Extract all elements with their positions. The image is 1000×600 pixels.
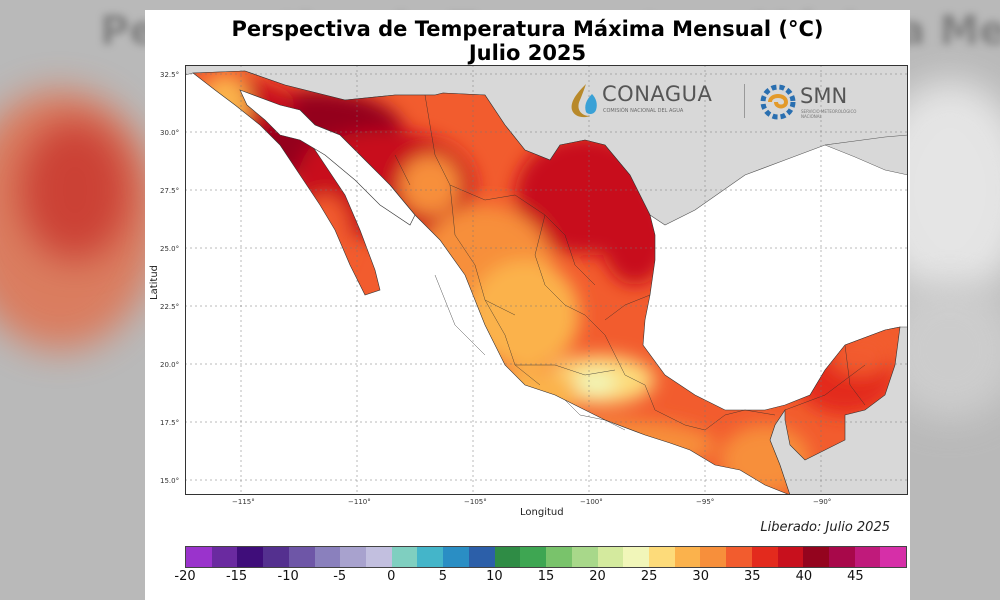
temperature-map (185, 65, 908, 495)
state-borders (394, 94, 866, 431)
colorbar-segment (211, 547, 238, 567)
colorbar-segment (366, 547, 392, 567)
colorbar-segment (288, 547, 315, 567)
logo-divider (744, 84, 745, 118)
colorbar-segment (597, 547, 624, 567)
lat-tick-label: 20.0° (160, 361, 180, 369)
lat-tick-label: 17.5° (160, 419, 180, 427)
colorbar-segment (777, 547, 804, 567)
colorbar-label: 5 (438, 569, 447, 584)
map-frame (185, 65, 908, 495)
lon-tick-label: −95° (696, 498, 715, 506)
colorbar-segment (546, 547, 572, 567)
colorbar-segment (880, 547, 907, 567)
lat-tick-label: 30.0° (160, 129, 180, 137)
colorbar-segment (417, 547, 444, 567)
colorbar-segment (854, 547, 881, 567)
colorbar-segment (468, 547, 495, 567)
map-svg (185, 65, 908, 495)
map-gridlines (185, 65, 908, 495)
colorbar-label: 10 (486, 569, 503, 584)
colorbar-segment (263, 547, 289, 567)
conagua-subtitle: COMISIÓN NACIONAL DEL AGUA (603, 108, 684, 114)
lon-tick-label: −100° (580, 498, 603, 506)
gulf-of-california (239, 89, 416, 226)
colorbar-segment (494, 547, 521, 567)
colorbar-label: -15 (225, 569, 248, 584)
colorbar-label: 35 (744, 569, 761, 584)
agency-logos: CONAGUA COMISIÓN NACIONAL DEL AGUA SMN S… (566, 80, 886, 124)
smn-wordmark: SMN (800, 84, 848, 108)
colorbar-segment (443, 547, 469, 567)
colorbar-segment (751, 547, 778, 567)
lon-tick-label: −90° (813, 498, 832, 506)
gulf-coast-land (824, 134, 908, 176)
x-axis-label: Longitud (520, 507, 564, 518)
lat-tick-label: 25.0° (160, 245, 180, 253)
colorbar-segment (237, 547, 264, 567)
lon-tick-label: −110° (348, 498, 371, 506)
colorbar-labels: -20 -15 -10 -5 0 5 10 15 20 25 30 35 40 45 (174, 569, 907, 587)
map-subtitle: Julio 2025 (468, 41, 587, 65)
lat-tick-label: 22.5° (160, 303, 180, 311)
lat-tick-label: 32.5° (160, 71, 180, 79)
colorbar-segment (340, 547, 367, 567)
colorbar-segment (700, 547, 727, 567)
conagua-wordmark: CONAGUA (602, 82, 713, 106)
colorbar-segment (674, 547, 701, 567)
colorbar-label: 20 (589, 569, 606, 584)
colorbar-segment (803, 547, 829, 567)
colorbar-segment (571, 547, 598, 567)
y-axis-label: Latitud (149, 264, 160, 300)
colorbar-label: 40 (795, 569, 813, 584)
conagua-drop-icon (571, 84, 597, 118)
colorbar-label: -20 (174, 569, 196, 584)
colorbar-label: 45 (847, 569, 864, 584)
colorbar-segment (648, 547, 675, 567)
colorbar-label: -5 (333, 569, 347, 584)
lat-tick-label: 27.5° (160, 187, 180, 195)
colorbar-label: 30 (692, 569, 709, 584)
smn-emblem-icon (760, 84, 796, 120)
colorbar-segment (623, 547, 649, 567)
colorbar-label: 15 (537, 569, 555, 584)
release-date: Liberado: Julio 2025 (760, 520, 890, 535)
colorbar-segment (186, 547, 212, 567)
map-title: Perspectiva de Temperatura Máxima Mensua… (231, 17, 824, 41)
colorbar-segment (726, 547, 752, 567)
colorbar-label: 0 (387, 569, 396, 584)
lon-tick-label: −115° (232, 498, 255, 506)
temperature-colorbar (185, 546, 907, 568)
colorbar-segment (828, 547, 855, 567)
colorbar-segment (391, 547, 418, 567)
colorbar-label: 25 (640, 569, 658, 584)
lat-tick-label: 15.0° (160, 477, 180, 485)
smn-subtitle: SERVICIO METEOROLÓGICO NACIONAL (801, 109, 857, 119)
colorbar-segment (314, 547, 341, 567)
lon-tick-label: −105° (464, 498, 487, 506)
forecast-map-card: Perspectiva de Temperatura Máxima Mensua… (145, 10, 910, 600)
colorbar-segment (520, 547, 547, 567)
colorbar-label: -10 (277, 569, 299, 584)
